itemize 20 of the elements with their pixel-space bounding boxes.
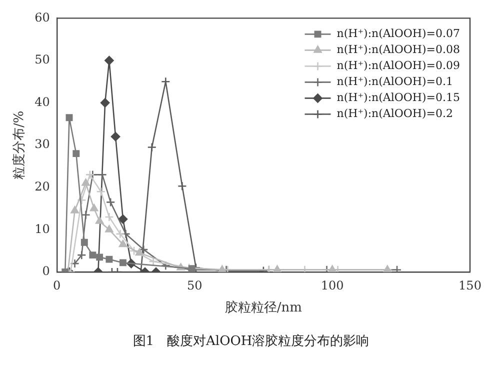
- x-axis-title: 胶粒粒径/nm: [224, 300, 302, 316]
- y-tick-label: 60: [34, 10, 50, 24]
- x-tick-label: 0: [53, 278, 61, 292]
- y-tick-label: 20: [34, 180, 50, 194]
- x-tick-label: 150: [458, 278, 482, 292]
- legend-label: n(H⁺):n(AlOOH)=0.15: [336, 91, 460, 104]
- y-axis-title: 粒度分布/%: [11, 110, 28, 180]
- legend-label: n(H⁺):n(AlOOH)=0.1: [336, 75, 454, 88]
- x-tick-label: 100: [320, 278, 344, 292]
- y-tick-label: 0: [42, 264, 50, 278]
- y-tick-label: 50: [34, 52, 50, 67]
- y-tick-label: 40: [34, 94, 50, 109]
- y-tick-label: 10: [34, 222, 50, 236]
- x-tick-label: 50: [186, 278, 202, 292]
- legend-label: n(H⁺):n(AlOOH)=0.2: [336, 107, 454, 120]
- text: 图1 酸度对AlOOH溶胶粒度分布的影响: [132, 333, 370, 350]
- legend-label: n(H⁺):n(AlOOH)=0.07: [336, 27, 460, 40]
- legend-label: n(H⁺):n(AlOOH)=0.08: [336, 43, 460, 56]
- y-tick-label: 30: [34, 137, 50, 152]
- legend-label: n(H⁺):n(AlOOH)=0.09: [336, 59, 460, 72]
